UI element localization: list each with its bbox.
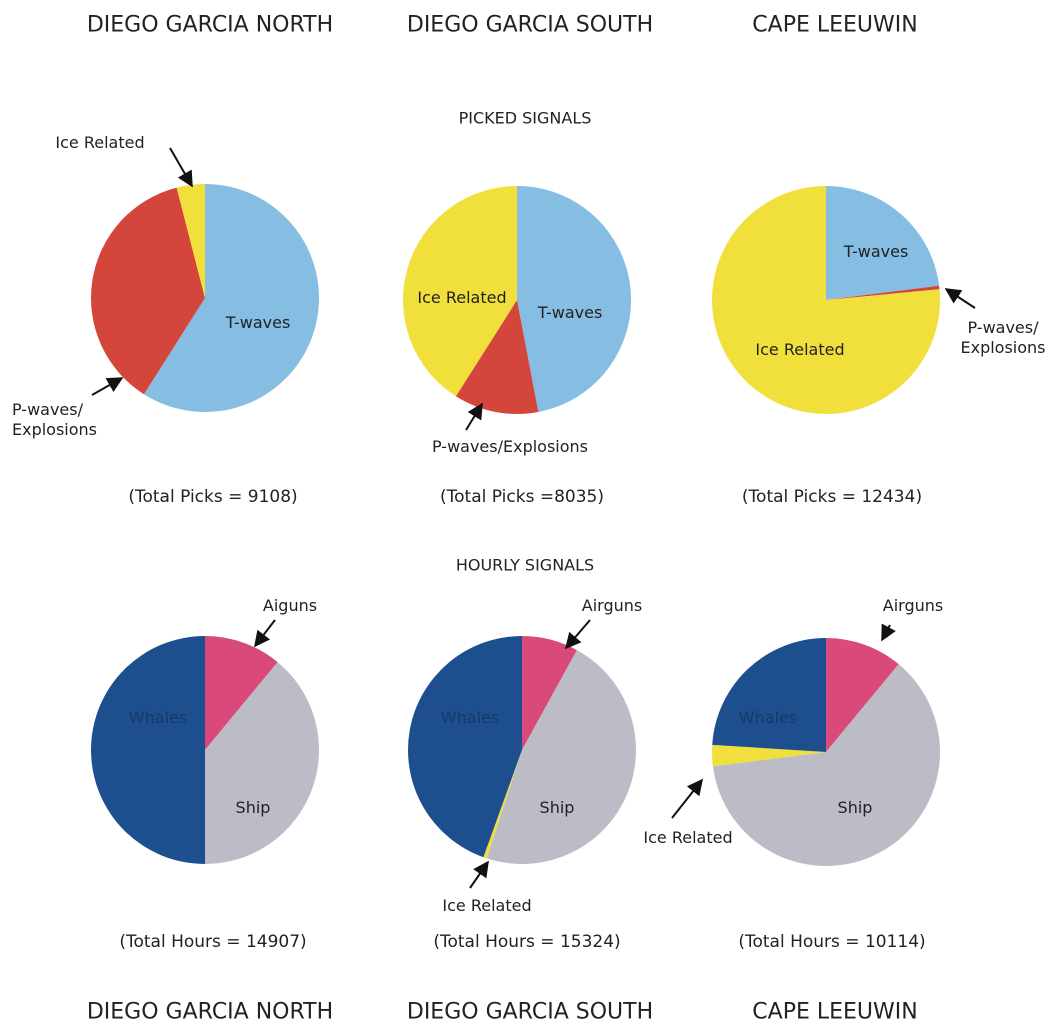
pie-slice xyxy=(91,636,205,864)
chart-annotation: (Total Picks =8035) xyxy=(440,487,604,507)
pie-slice xyxy=(205,636,278,750)
slice-label: P-waves/ Explosions xyxy=(12,400,98,439)
pie-slice xyxy=(486,650,637,865)
slice-label: T-waves xyxy=(225,313,291,332)
pie-slice xyxy=(826,285,940,300)
slice-label: Ice Related xyxy=(755,340,845,359)
slice-label: Airguns xyxy=(882,596,944,615)
pie-slice xyxy=(408,636,522,858)
chart-annotation: (Total Hours = 15324) xyxy=(433,932,621,952)
label-arrow xyxy=(254,619,276,648)
pie-slice xyxy=(205,662,320,864)
pie-slice xyxy=(826,186,940,300)
pie-slice xyxy=(826,638,899,752)
station-footer: CAPE LEEUWIN xyxy=(752,999,918,1025)
label-arrow xyxy=(169,147,193,188)
slice-label: Whales xyxy=(128,708,188,727)
pie-slice xyxy=(176,184,205,298)
slice-label: Ice Related xyxy=(417,288,507,307)
label-arrow xyxy=(671,778,703,819)
pie-slice xyxy=(712,744,826,767)
slice-label: Ship xyxy=(539,798,575,817)
slice-label: T-waves xyxy=(843,242,909,261)
label-arrow xyxy=(91,377,124,396)
pie-slice xyxy=(483,750,522,859)
label-arrow xyxy=(944,288,976,309)
pie-slice xyxy=(455,300,539,414)
chart-annotation: (Total Hours = 10114) xyxy=(738,932,926,952)
label-arrow xyxy=(469,860,489,889)
station-header: DIEGO GARCIA SOUTH xyxy=(406,12,654,38)
station-header: DIEGO GARCIA NORTH xyxy=(86,12,334,38)
slice-label: Whales xyxy=(440,708,500,727)
slice-label: Airguns xyxy=(581,596,643,615)
pie-slice xyxy=(522,636,577,750)
section-title: HOURLY SIGNALS xyxy=(455,555,595,575)
label-arrow xyxy=(564,619,591,650)
station-footer: DIEGO GARCIA SOUTH xyxy=(406,999,654,1025)
pie-slice xyxy=(712,638,826,752)
pie-slice xyxy=(517,186,632,412)
slice-label: Ice Related xyxy=(55,133,145,152)
pie-slice xyxy=(712,664,941,866)
slice-label: Ship xyxy=(837,798,873,817)
pie-slice xyxy=(403,186,517,397)
pie-slice xyxy=(712,186,940,415)
label-arrow xyxy=(465,402,483,431)
pie-slice xyxy=(143,184,319,412)
slice-label: Ice Related xyxy=(643,828,733,847)
slice-label: T-waves xyxy=(537,303,603,322)
slice-label: Ship xyxy=(235,798,271,817)
slice-label: Ice Related xyxy=(442,896,532,915)
slice-label: P-waves/ Explosions xyxy=(960,318,1046,357)
station-header: CAPE LEEUWIN xyxy=(752,12,918,38)
chart-annotation: (Total Hours = 14907) xyxy=(119,932,307,952)
slice-label: P-waves/Explosions xyxy=(431,437,589,456)
chart-annotation: (Total Picks = 9108) xyxy=(128,487,298,507)
slice-label: Whales xyxy=(738,708,798,727)
slice-label: Aiguns xyxy=(262,596,318,615)
section-title: PICKED SIGNALS xyxy=(458,108,592,128)
station-footer: DIEGO GARCIA NORTH xyxy=(86,999,334,1025)
pie-slice xyxy=(90,187,205,395)
chart-annotation: (Total Picks = 12434) xyxy=(741,487,923,507)
label-arrow xyxy=(881,623,896,642)
